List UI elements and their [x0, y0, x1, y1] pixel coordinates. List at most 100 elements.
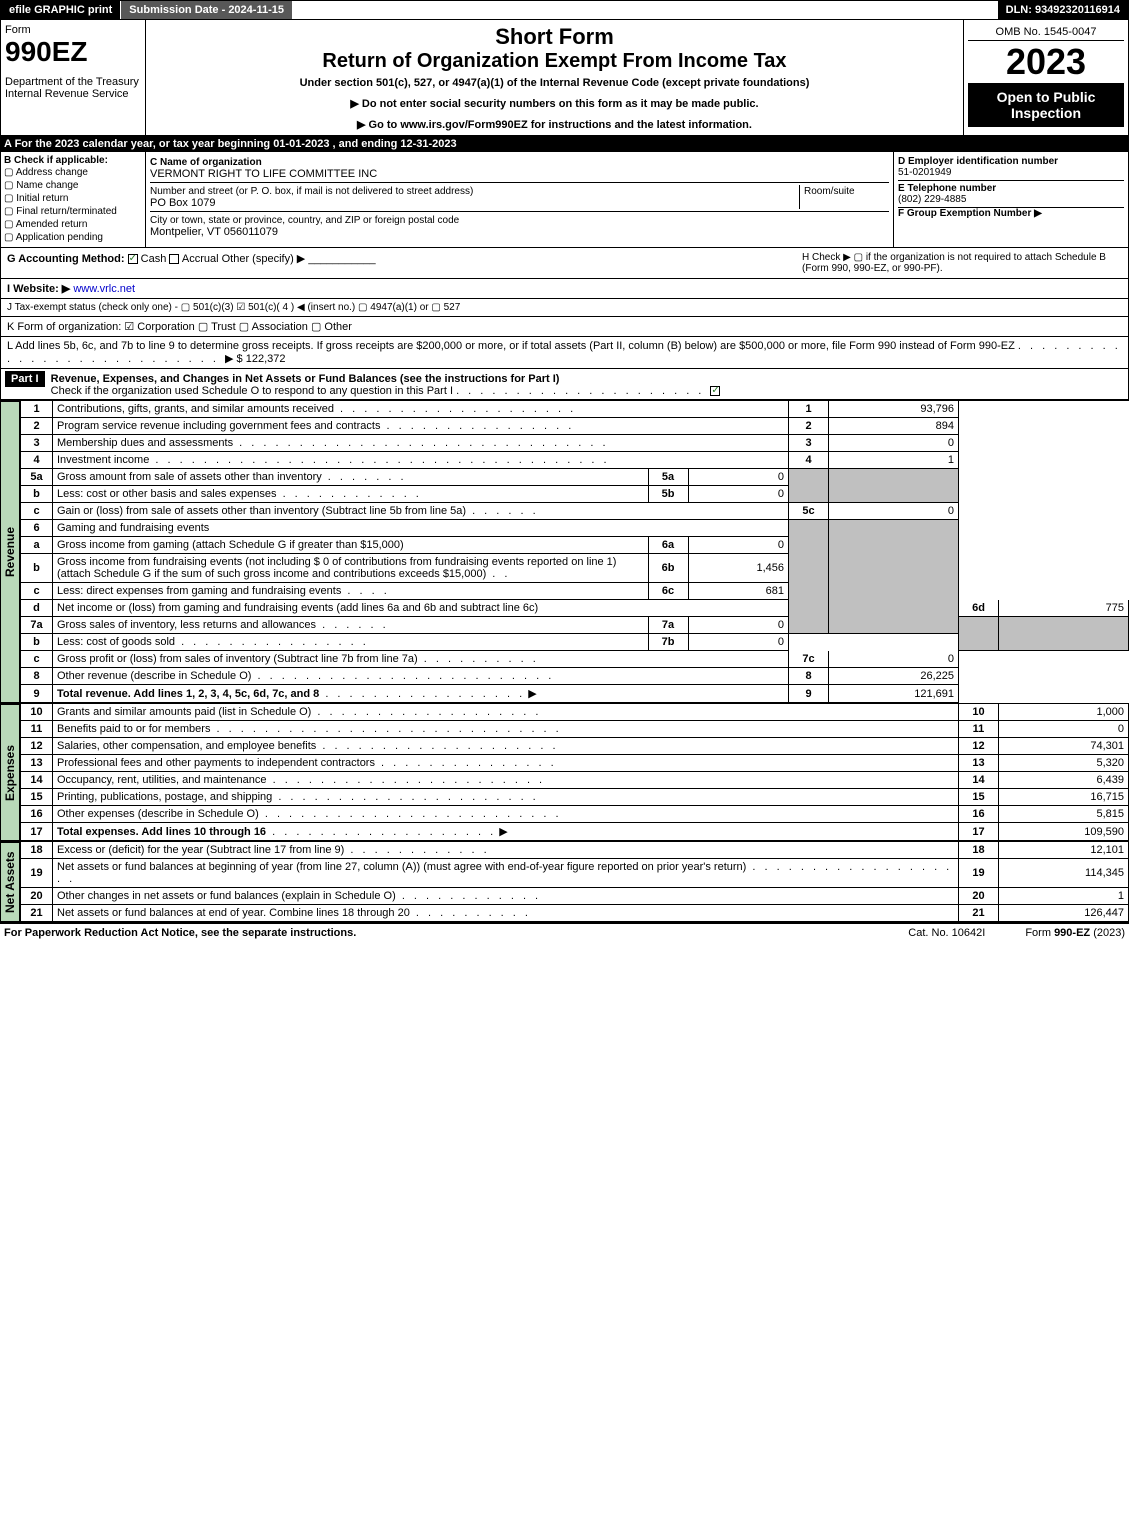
- line-4: 4Investment income . . . . . . . . . . .…: [21, 452, 1129, 469]
- section-i: I Website: ▶ www.vrlc.net: [0, 279, 1129, 299]
- check-cash[interactable]: [128, 254, 138, 264]
- line-11: 11Benefits paid to or for members . . . …: [21, 721, 1129, 738]
- check-schedule-o[interactable]: [710, 386, 720, 396]
- section-k: K Form of organization: ☑ Corporation ▢ …: [0, 317, 1129, 337]
- group-exemption-label: F Group Exemption Number ▶: [898, 208, 1042, 219]
- line-8: 8Other revenue (describe in Schedule O) …: [21, 668, 1129, 685]
- section-c: C Name of organization VERMONT RIGHT TO …: [146, 152, 893, 247]
- expenses-tab: Expenses: [0, 704, 20, 841]
- line-6c: cLess: direct expenses from gaming and f…: [21, 583, 1129, 600]
- ein: 51-0201949: [898, 167, 951, 178]
- part1-header: Part I Revenue, Expenses, and Changes in…: [0, 369, 1129, 400]
- addr-label: Number and street (or P. O. box, if mail…: [150, 186, 473, 197]
- city-label: City or town, state or province, country…: [150, 215, 459, 226]
- line-7a: 7aGross sales of inventory, less returns…: [21, 617, 1129, 634]
- revenue-table: 1Contributions, gifts, grants, and simil…: [20, 401, 1129, 703]
- line-1: 1Contributions, gifts, grants, and simil…: [21, 401, 1129, 418]
- omb-number: OMB No. 1545-0047: [968, 24, 1124, 41]
- line-3: 3Membership dues and assessments . . . .…: [21, 435, 1129, 452]
- line-7c: cGross profit or (loss) from sales of in…: [21, 651, 1129, 668]
- section-l: L Add lines 5b, 6c, and 7b to line 9 to …: [0, 337, 1129, 369]
- line-2: 2Program service revenue including gover…: [21, 418, 1129, 435]
- line-6d: dNet income or (loss) from gaming and fu…: [21, 600, 1129, 617]
- subtitle: Under section 501(c), 527, or 4947(a)(1)…: [150, 77, 959, 89]
- department: Department of the Treasury Internal Reve…: [5, 76, 141, 100]
- netassets-tab: Net Assets: [0, 842, 20, 922]
- footer-form: Form 990-EZ (2023): [1025, 927, 1125, 939]
- ein-label: D Employer identification number: [898, 156, 1058, 167]
- check-amended[interactable]: ▢ Amended return: [4, 218, 142, 231]
- section-gh: G Accounting Method: Cash Accrual Other …: [0, 248, 1129, 279]
- open-public: Open to Public Inspection: [968, 83, 1124, 127]
- netassets-table: 18Excess or (deficit) for the year (Subt…: [20, 842, 1129, 922]
- part1-title: Revenue, Expenses, and Changes in Net As…: [51, 373, 560, 385]
- check-pending[interactable]: ▢ Application pending: [4, 231, 142, 244]
- revenue-tab: Revenue: [0, 401, 20, 703]
- accounting-label: G Accounting Method:: [7, 253, 125, 265]
- check-final-return[interactable]: ▢ Final return/terminated: [4, 205, 142, 218]
- revenue-section: Revenue 1Contributions, gifts, grants, a…: [0, 400, 1129, 703]
- line-9: 9Total revenue. Add lines 1, 2, 3, 4, 5c…: [21, 685, 1129, 703]
- section-def: D Employer identification number 51-0201…: [893, 152, 1128, 247]
- check-name-change[interactable]: ▢ Name change: [4, 179, 142, 192]
- section-b-label: B Check if applicable:: [4, 155, 142, 166]
- check-accrual[interactable]: [169, 254, 179, 264]
- form-number: 990EZ: [5, 36, 141, 68]
- short-form-title: Short Form: [150, 24, 959, 50]
- section-h: H Check ▶ ▢ if the organization is not r…: [802, 252, 1122, 274]
- section-b: B Check if applicable: ▢ Address change …: [1, 152, 146, 247]
- page-footer: For Paperwork Reduction Act Notice, see …: [0, 922, 1129, 942]
- line-19: 19Net assets or fund balances at beginni…: [21, 859, 1129, 888]
- line-5c: cGain or (loss) from sale of assets othe…: [21, 503, 1129, 520]
- form-label: Form: [5, 24, 141, 36]
- line-6: 6Gaming and fundraising events: [21, 520, 1129, 537]
- line-5a: 5aGross amount from sale of assets other…: [21, 469, 1129, 486]
- section-bcd: B Check if applicable: ▢ Address change …: [0, 152, 1129, 248]
- website-link[interactable]: www.vrlc.net: [73, 283, 135, 295]
- notice-ssn: ▶ Do not enter social security numbers o…: [150, 97, 959, 110]
- gross-receipts: ▶ $ 122,372: [225, 353, 285, 365]
- org-name: VERMONT RIGHT TO LIFE COMMITTEE INC: [150, 168, 377, 180]
- check-address-change[interactable]: ▢ Address change: [4, 166, 142, 179]
- footer-catno: Cat. No. 10642I: [908, 927, 985, 939]
- section-a: A For the 2023 calendar year, or tax yea…: [0, 136, 1129, 152]
- header-center: Short Form Return of Organization Exempt…: [146, 20, 963, 135]
- line-21: 21Net assets or fund balances at end of …: [21, 905, 1129, 922]
- line-6b: bGross income from fundraising events (n…: [21, 554, 1129, 583]
- line-13: 13Professional fees and other payments t…: [21, 755, 1129, 772]
- top-bar: efile GRAPHIC print Submission Date - 20…: [0, 0, 1129, 20]
- efile-print-button[interactable]: efile GRAPHIC print: [1, 1, 121, 19]
- expenses-section: Expenses 10Grants and similar amounts pa…: [0, 703, 1129, 841]
- line-16: 16Other expenses (describe in Schedule O…: [21, 806, 1129, 823]
- line-12: 12Salaries, other compensation, and empl…: [21, 738, 1129, 755]
- form-header: Form 990EZ Department of the Treasury In…: [0, 20, 1129, 136]
- netassets-section: Net Assets 18Excess or (deficit) for the…: [0, 841, 1129, 922]
- telephone: (802) 229-4885: [898, 194, 966, 205]
- org-city: Montpelier, VT 056011079: [150, 226, 278, 238]
- line-15: 15Printing, publications, postage, and s…: [21, 789, 1129, 806]
- footer-notice: For Paperwork Reduction Act Notice, see …: [4, 927, 356, 939]
- line-18: 18Excess or (deficit) for the year (Subt…: [21, 842, 1129, 859]
- org-address: PO Box 1079: [150, 197, 215, 209]
- tel-label: E Telephone number: [898, 183, 996, 194]
- part1-badge: Part I: [5, 371, 45, 387]
- line-10: 10Grants and similar amounts paid (list …: [21, 704, 1129, 721]
- room-label: Room/suite: [804, 186, 855, 197]
- header-left: Form 990EZ Department of the Treasury In…: [1, 20, 146, 135]
- return-title: Return of Organization Exempt From Incom…: [150, 50, 959, 73]
- line-6a: aGross income from gaming (attach Schedu…: [21, 537, 1129, 554]
- line-20: 20Other changes in net assets or fund ba…: [21, 888, 1129, 905]
- check-initial-return[interactable]: ▢ Initial return: [4, 192, 142, 205]
- notice-link: ▶ Go to www.irs.gov/Form990EZ for instru…: [150, 118, 959, 131]
- dln: DLN: 93492320116914: [998, 1, 1128, 19]
- tax-year: 2023: [968, 41, 1124, 83]
- expenses-table: 10Grants and similar amounts paid (list …: [20, 704, 1129, 841]
- part1-check-text: Check if the organization used Schedule …: [51, 385, 453, 397]
- submission-date: Submission Date - 2024-11-15: [121, 1, 292, 19]
- section-j: J Tax-exempt status (check only one) - ▢…: [0, 299, 1129, 317]
- line-17: 17Total expenses. Add lines 10 through 1…: [21, 823, 1129, 841]
- line-14: 14Occupancy, rent, utilities, and mainte…: [21, 772, 1129, 789]
- line-5b: bLess: cost or other basis and sales exp…: [21, 486, 1129, 503]
- header-right: OMB No. 1545-0047 2023 Open to Public In…: [963, 20, 1128, 135]
- org-name-label: C Name of organization: [150, 157, 262, 168]
